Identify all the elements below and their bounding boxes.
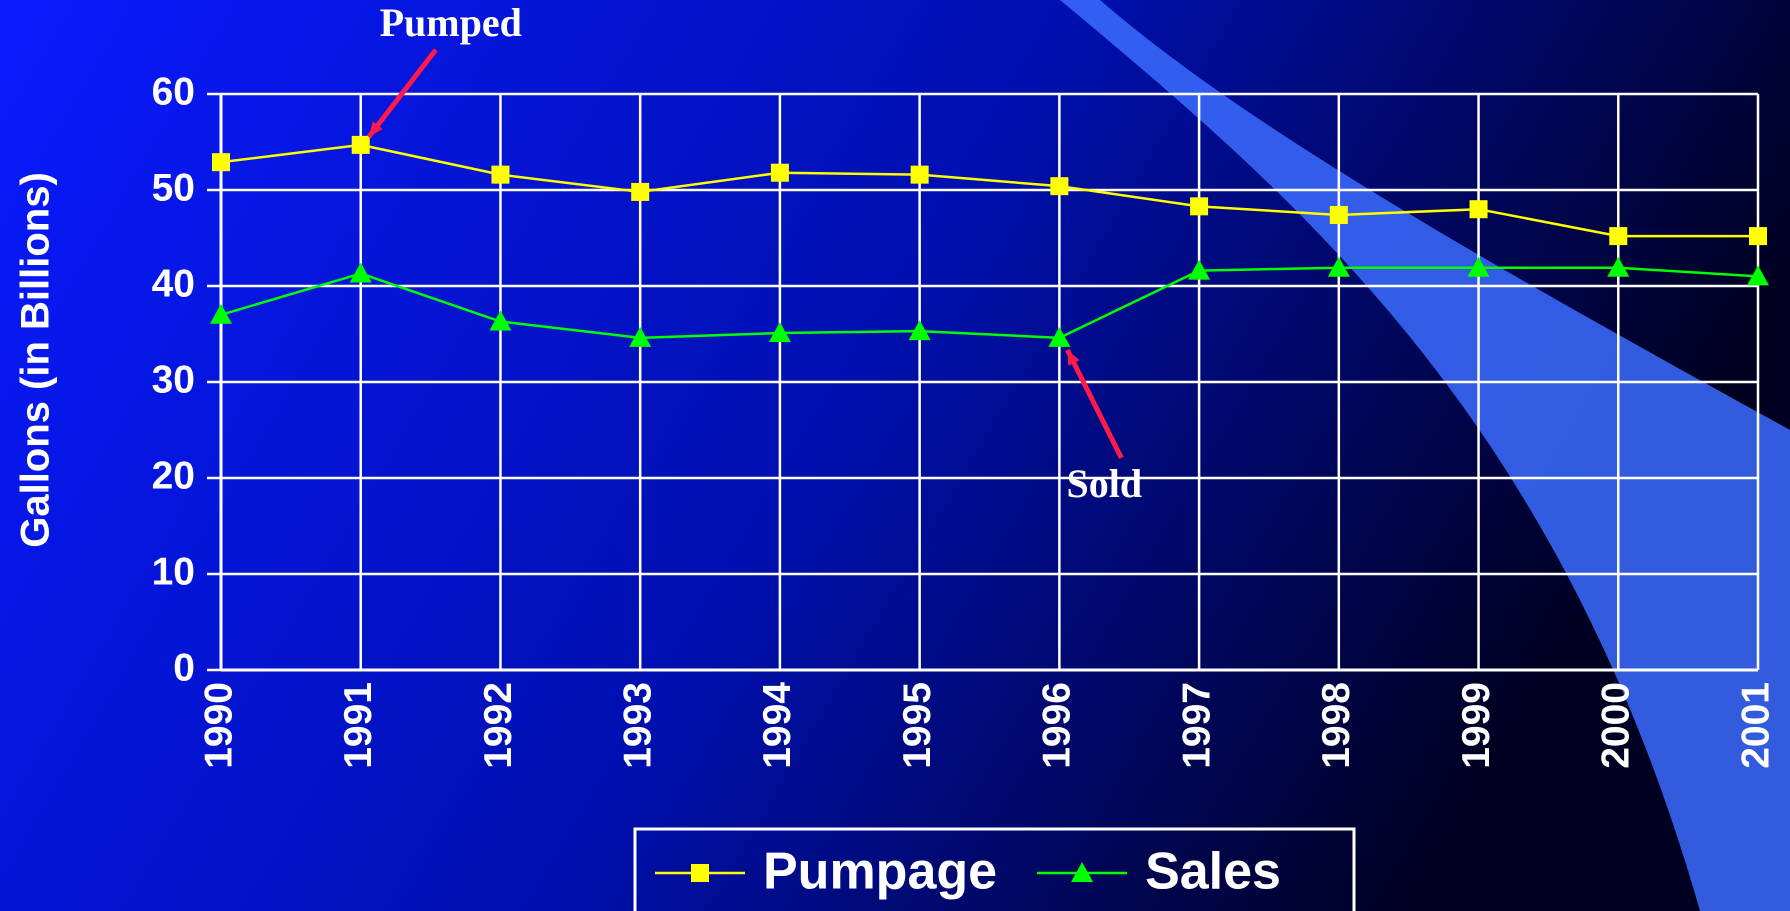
marker bbox=[1469, 200, 1488, 219]
x-tick-label: 1995 bbox=[896, 682, 939, 769]
marker bbox=[1467, 256, 1490, 277]
x-tick-label: 1994 bbox=[756, 682, 799, 769]
marker bbox=[210, 303, 232, 324]
marker bbox=[1188, 259, 1211, 280]
y-tick-label: 50 bbox=[152, 166, 195, 209]
annotation-arrowhead bbox=[368, 121, 383, 137]
marker bbox=[1607, 256, 1630, 277]
x-tick-label: 2000 bbox=[1595, 682, 1638, 769]
swoosh bbox=[1060, 0, 1790, 911]
marker bbox=[629, 326, 652, 347]
series-line bbox=[220, 143, 1758, 238]
marker bbox=[1329, 205, 1348, 224]
y-axis-label: Gallons (in Billions) bbox=[14, 172, 58, 548]
y-tick-label: 30 bbox=[152, 358, 195, 401]
marker bbox=[631, 182, 650, 201]
marker bbox=[1071, 862, 1094, 882]
marker bbox=[349, 262, 372, 283]
marker bbox=[770, 163, 789, 182]
annotation: Sold bbox=[1067, 461, 1143, 506]
marker bbox=[489, 310, 512, 331]
annotation-arrowhead bbox=[1067, 349, 1080, 366]
marker bbox=[910, 165, 929, 184]
x-tick-label: 1993 bbox=[616, 682, 659, 769]
marker bbox=[351, 135, 370, 154]
y-tick-label: 60 bbox=[152, 70, 195, 113]
y-tick-label: 20 bbox=[152, 454, 195, 497]
x-tick-label: 1999 bbox=[1455, 682, 1498, 769]
y-tick-label: 10 bbox=[152, 550, 195, 593]
legend-label: Pumpage bbox=[763, 843, 997, 901]
marker bbox=[1048, 326, 1071, 347]
x-tick-label: 1990 bbox=[197, 682, 240, 769]
marker bbox=[908, 320, 931, 341]
x-tick-label: 1991 bbox=[337, 682, 380, 769]
x-tick-label: 1996 bbox=[1036, 682, 1079, 769]
marker bbox=[768, 322, 791, 343]
marker bbox=[1190, 197, 1209, 216]
marker bbox=[1050, 177, 1069, 196]
marker bbox=[1609, 227, 1628, 246]
marker bbox=[1327, 256, 1350, 277]
marker bbox=[691, 864, 709, 882]
x-tick-label: 1997 bbox=[1175, 682, 1218, 769]
annotation: Pumped bbox=[380, 0, 522, 45]
annotation-arrow bbox=[366, 48, 438, 139]
annotation-arrow bbox=[1065, 348, 1124, 459]
y-tick-label: 40 bbox=[152, 262, 195, 305]
legend-box bbox=[633, 827, 1356, 911]
x-tick-label: 1998 bbox=[1315, 682, 1358, 769]
marker bbox=[212, 153, 230, 172]
y-tick-label: 0 bbox=[173, 646, 195, 689]
x-tick-label: 1992 bbox=[477, 682, 520, 769]
series-line bbox=[220, 266, 1759, 340]
marker bbox=[1747, 265, 1769, 286]
marker bbox=[1749, 227, 1767, 246]
legend: Pumpage Sales bbox=[655, 843, 1281, 901]
legend-label: Sales bbox=[1145, 843, 1281, 901]
marker bbox=[491, 165, 510, 184]
x-tick-label: 2001 bbox=[1734, 682, 1777, 769]
